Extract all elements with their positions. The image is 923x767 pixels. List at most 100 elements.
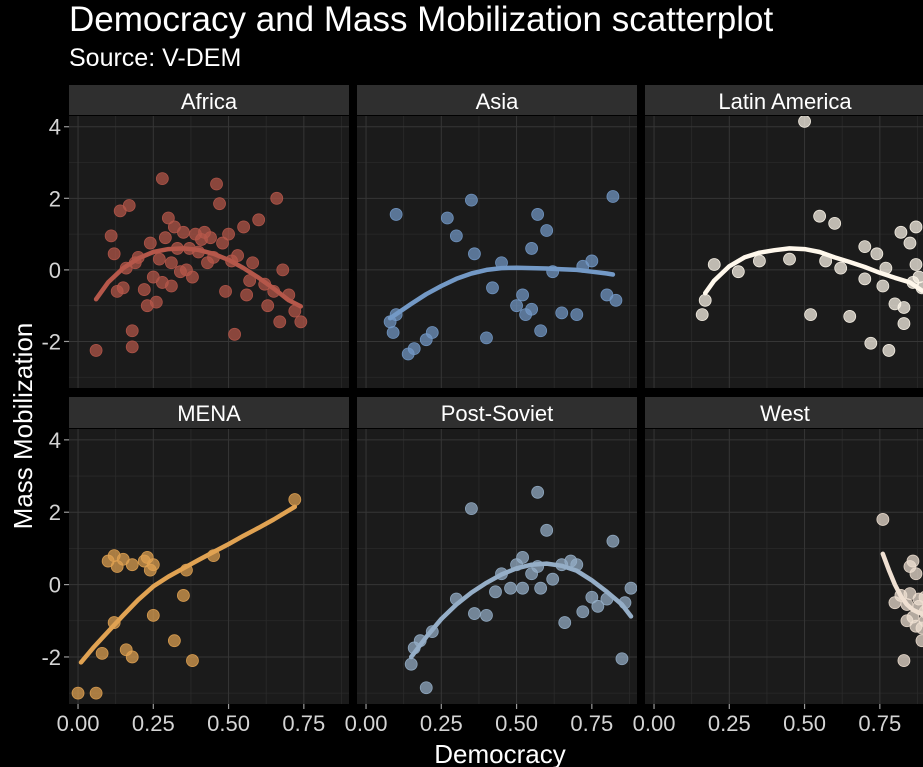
x-tick-label: 0.75 (570, 711, 613, 736)
data-point (909, 258, 923, 271)
data-point (177, 589, 190, 602)
points-asia (383, 190, 623, 361)
panel-background (645, 429, 923, 704)
data-point (531, 485, 545, 499)
x-axis-label: Democracy (434, 739, 565, 767)
points-latin-america (695, 116, 923, 357)
data-point (909, 220, 923, 234)
data-point (783, 252, 796, 266)
data-point (585, 590, 599, 604)
data-point (407, 342, 421, 356)
data-point (95, 646, 109, 660)
trend-line-latin-america (702, 246, 923, 296)
data-point (161, 211, 175, 225)
data-point (894, 225, 908, 239)
data-point (449, 229, 463, 243)
data-point (546, 572, 560, 586)
data-point (164, 256, 178, 270)
data-point (276, 263, 290, 277)
data-point (122, 199, 136, 212)
y-tick-label: -2 (41, 329, 61, 354)
data-point (480, 331, 493, 345)
data-point (222, 227, 235, 241)
data-point (858, 240, 872, 254)
data-point (152, 252, 166, 266)
y-tick-label: 2 (49, 500, 61, 525)
chart-subtitle: Source: V-DEM (69, 44, 242, 72)
facet-label-mena: MENA (177, 401, 241, 426)
data-point (585, 254, 599, 268)
data-point (465, 502, 478, 516)
data-point (534, 581, 548, 595)
y-tick-label: 4 (49, 428, 61, 453)
points-west (876, 513, 923, 667)
facet-strip (69, 85, 349, 115)
facet-strip (357, 397, 637, 428)
data-point (876, 513, 890, 526)
data-point (480, 608, 493, 622)
facet-west: West 0.00 0.25 0.50 0.75 (633, 397, 923, 736)
data-point (516, 288, 529, 302)
x-tick-label: 0.25 (420, 711, 463, 736)
trend-line-africa (93, 246, 304, 309)
data-point (294, 315, 308, 329)
data-point (903, 236, 917, 250)
data-point (897, 301, 911, 314)
data-point (125, 324, 139, 338)
data-point (731, 265, 745, 279)
data-point (519, 308, 533, 322)
data-point (906, 554, 920, 568)
data-point (834, 261, 848, 275)
data-point (606, 534, 620, 548)
data-point (489, 585, 502, 599)
data-point (116, 281, 130, 295)
data-point (149, 295, 163, 309)
data-point (609, 293, 623, 307)
data-point (155, 172, 169, 186)
data-point (210, 177, 223, 191)
panel-background (357, 116, 637, 388)
data-point (918, 614, 923, 627)
data-point (804, 308, 817, 322)
data-point (798, 116, 811, 128)
data-point (261, 299, 275, 313)
facet-label-post-soviet: Post-Soviet (441, 401, 554, 426)
data-point (219, 284, 232, 298)
data-point (897, 317, 911, 330)
y-tick-label: 4 (49, 115, 61, 140)
data-point (440, 211, 454, 225)
data-point (216, 236, 229, 250)
data-point (558, 616, 572, 629)
data-point (146, 558, 160, 572)
facet-asia: Asia (357, 85, 637, 388)
data-point (858, 272, 872, 286)
y-tick-label: 0 (49, 573, 61, 598)
data-point (504, 581, 517, 595)
data-point (404, 657, 418, 671)
data-point (516, 551, 529, 564)
x-tick-label: 0.50 (495, 711, 538, 736)
y-tick-label: 2 (49, 186, 61, 211)
data-point (813, 209, 827, 223)
data-point (468, 247, 481, 261)
data-point (918, 591, 923, 604)
trend-line-west (880, 551, 923, 617)
x-tick-label: 0.00 (345, 711, 388, 736)
x-tick-label: 0.00 (57, 711, 100, 736)
data-point (125, 650, 139, 664)
data-point (486, 281, 499, 295)
y-axis-label: Mass Mobilization (8, 323, 38, 530)
facet-strip (645, 397, 923, 428)
data-point (915, 634, 923, 648)
data-point (288, 493, 302, 506)
trend-line-post-soviet (408, 561, 634, 660)
x-tick-label: 0.50 (783, 711, 826, 736)
data-point (531, 208, 545, 221)
data-point (143, 236, 157, 250)
data-point (555, 306, 569, 320)
data-point (89, 686, 103, 700)
data-point (125, 340, 139, 354)
data-point (246, 256, 260, 270)
data-point (540, 523, 554, 537)
